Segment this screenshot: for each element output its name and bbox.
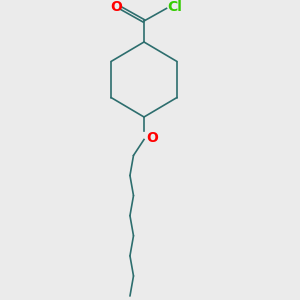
Text: Cl: Cl: [167, 0, 182, 14]
Text: O: O: [146, 131, 158, 145]
Text: O: O: [110, 0, 122, 14]
